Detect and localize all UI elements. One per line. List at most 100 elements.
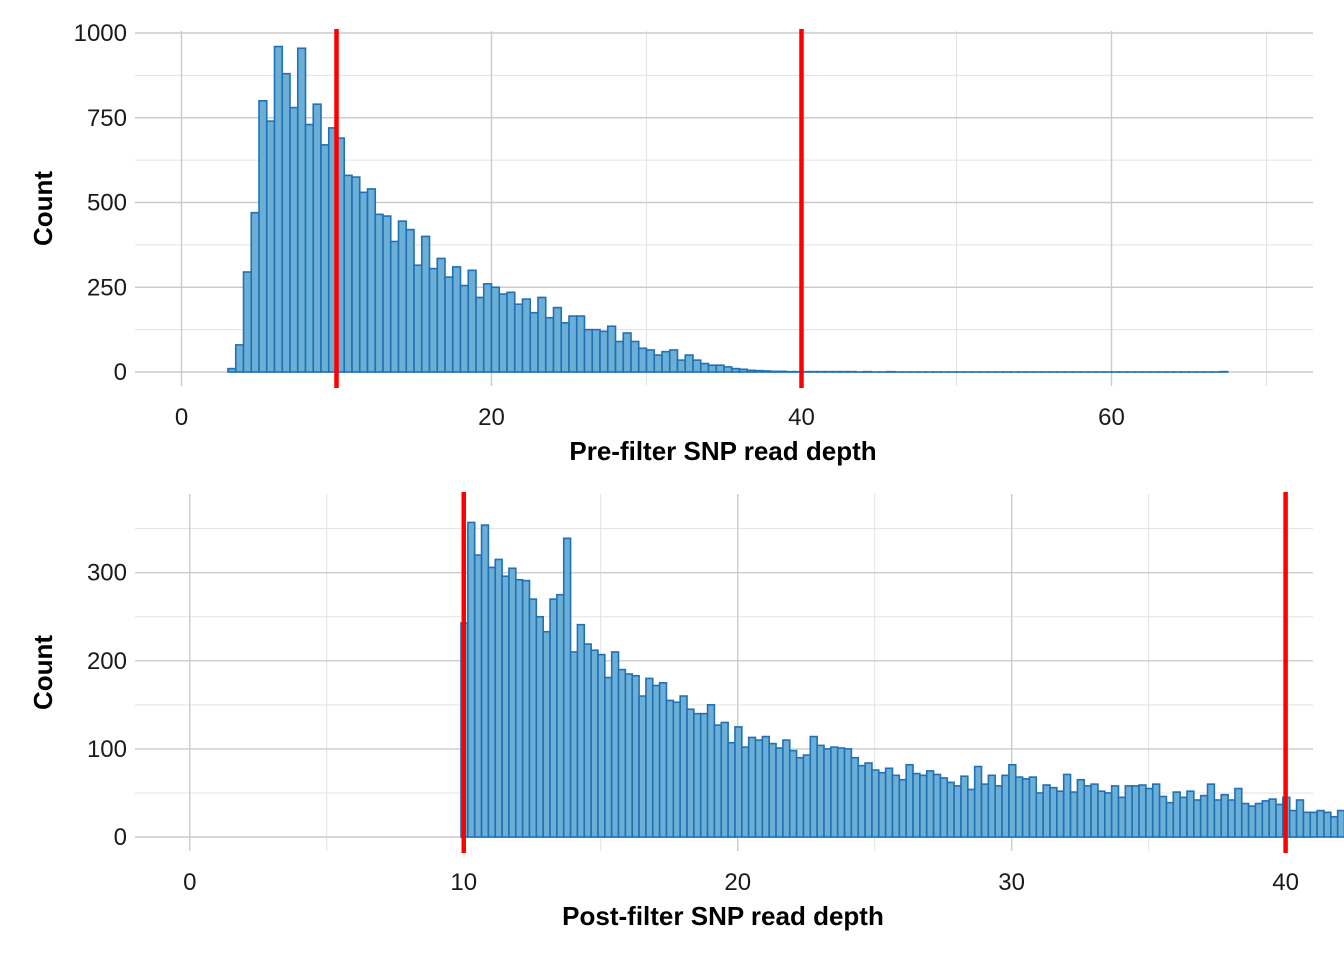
x-tick-label: 0 xyxy=(175,404,188,431)
histogram-bar xyxy=(273,45,284,373)
histogram-bar xyxy=(1069,791,1079,838)
histogram-bar xyxy=(645,349,656,373)
histogram-bar xyxy=(912,772,921,838)
histogram-bar xyxy=(661,350,671,373)
histogram-bar xyxy=(374,213,384,373)
histogram-bar xyxy=(734,726,743,838)
histogram-bar xyxy=(451,266,462,373)
histogram-bar xyxy=(624,673,634,838)
histogram-bar xyxy=(513,303,524,373)
histogram-bar xyxy=(560,322,570,373)
histogram-bar xyxy=(658,682,668,838)
histogram-bar xyxy=(672,701,681,838)
y-tick-label: 250 xyxy=(87,274,127,301)
histogram-bar xyxy=(706,704,716,838)
histogram-bar xyxy=(1234,787,1243,838)
histogram-bar xyxy=(265,120,276,373)
histogram-bar xyxy=(1330,815,1339,838)
histogram-bar xyxy=(234,344,245,373)
histogram-bar xyxy=(1179,796,1188,838)
histogram-bar xyxy=(397,220,408,373)
histogram-bar xyxy=(467,521,476,838)
histogram-bar xyxy=(1193,799,1202,838)
histogram-bar xyxy=(487,566,497,838)
histogram-bar xyxy=(638,695,647,838)
histogram-bar xyxy=(1227,799,1236,838)
histogram-bar xyxy=(699,712,709,838)
histogram-bar xyxy=(514,578,524,838)
histogram-bar xyxy=(490,286,501,373)
histogram-bar xyxy=(754,369,764,373)
histogram-bar xyxy=(668,349,679,373)
histogram-bar xyxy=(610,651,620,838)
histogram-bar xyxy=(475,296,485,373)
histogram-bar xyxy=(1138,784,1147,838)
histogram-bar xyxy=(850,756,860,838)
histogram-bar xyxy=(1001,774,1010,838)
histogram-bar xyxy=(405,228,415,373)
y-tick-label: 300 xyxy=(87,560,127,587)
histogram-bar xyxy=(630,340,640,373)
histogram-bar xyxy=(715,364,725,373)
histogram-bar xyxy=(604,676,613,838)
histogram-bar xyxy=(651,684,661,838)
histogram-bar xyxy=(1302,811,1312,838)
histogram-bar xyxy=(542,630,551,838)
histogram-bar xyxy=(1336,809,1344,838)
histogram-bar xyxy=(676,359,687,373)
histogram-bar xyxy=(1220,793,1229,838)
histogram-bar xyxy=(320,144,330,373)
histogram-bar xyxy=(727,741,736,838)
histogram-bar xyxy=(645,677,654,838)
histogram-bar xyxy=(304,123,315,373)
histogram-bar xyxy=(1199,794,1209,838)
y-tick-label: 750 xyxy=(87,105,127,132)
histogram-bar xyxy=(1213,799,1223,838)
histogram-bar xyxy=(871,769,880,838)
histogram-bar xyxy=(843,748,853,838)
histogram-bar xyxy=(494,558,503,838)
y-axis-title: Count xyxy=(28,171,58,246)
histogram-bar xyxy=(1035,792,1044,838)
histogram-bar xyxy=(467,269,477,373)
histogram-bar xyxy=(583,643,592,838)
x-axis-title: Post-filter SNP read depth xyxy=(562,901,884,931)
y-tick-label: 500 xyxy=(87,190,127,217)
histogram-bar xyxy=(599,330,609,373)
histogram-bar xyxy=(1103,792,1113,838)
histogram-bar xyxy=(351,176,361,373)
histogram-bar xyxy=(498,293,508,373)
histogram-bar xyxy=(692,359,702,373)
histogram-bar xyxy=(919,774,928,838)
histogram-bar xyxy=(720,721,729,838)
histogram-bar xyxy=(521,579,531,838)
histogram-bar xyxy=(836,747,846,838)
histogram-bar xyxy=(754,739,764,838)
histogram-bar xyxy=(1131,785,1140,838)
histogram-bar xyxy=(1316,809,1325,838)
histogram-bar xyxy=(1090,783,1099,838)
histogram-bar xyxy=(289,106,299,373)
histogram-bar xyxy=(1097,790,1106,838)
histogram-bar xyxy=(1206,783,1216,838)
x-axis-title: Pre-filter SNP read depth xyxy=(569,436,876,466)
histogram-bar xyxy=(568,315,578,373)
histogram-bar xyxy=(769,370,780,373)
y-tick-label: 0 xyxy=(114,359,127,386)
histogram-bar xyxy=(730,367,741,373)
x-tick-label: 40 xyxy=(1272,869,1299,896)
histogram-bar xyxy=(501,575,510,838)
histogram-bar xyxy=(679,695,688,838)
histogram-bar xyxy=(1240,802,1250,838)
histogram-bar xyxy=(312,103,322,373)
histogram-bar xyxy=(537,296,547,373)
histogram-bar xyxy=(1186,790,1195,838)
histogram-bar xyxy=(953,785,962,838)
histogram-bar xyxy=(788,749,798,838)
histogram-bar xyxy=(428,267,439,373)
histogram-bar xyxy=(420,235,431,373)
histogram-bar xyxy=(891,774,901,838)
y-tick-label: 200 xyxy=(87,648,127,675)
y-tick-label: 1000 xyxy=(74,20,127,47)
histogram-bar xyxy=(1275,803,1284,838)
